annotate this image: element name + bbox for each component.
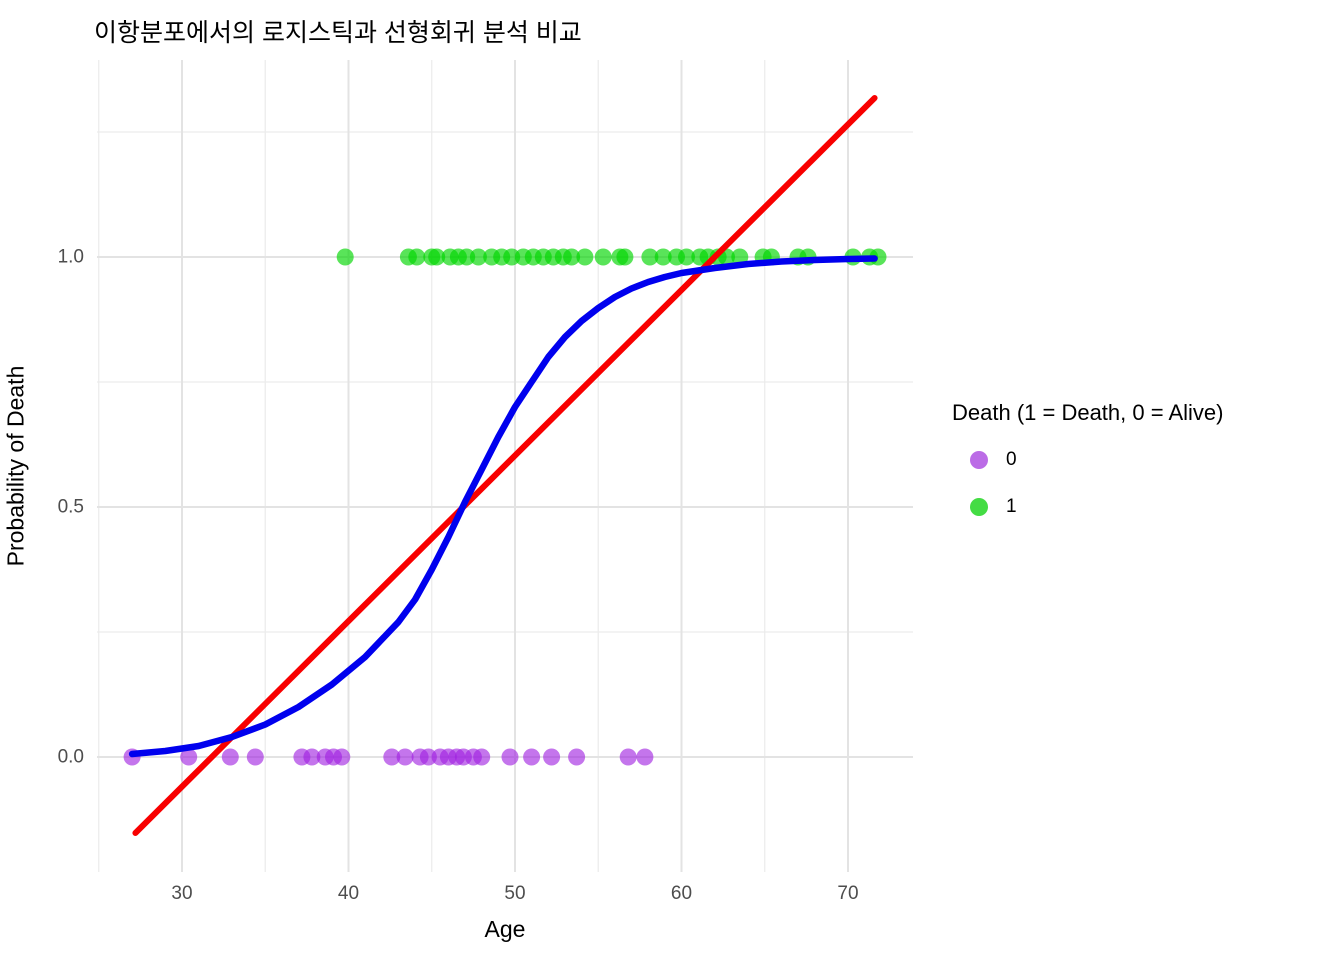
legend-key-death-icon <box>970 498 988 516</box>
y-tick-label: 1.0 <box>57 246 84 268</box>
legend: Death (1 = Death, 0 = Alive) 0 1 <box>952 400 1224 520</box>
legend-item-label: 1 <box>1006 496 1017 517</box>
x-tick-label: 30 <box>171 883 193 904</box>
scatter-point-alive <box>543 748 561 766</box>
scatter-point-death <box>458 248 476 266</box>
scatter-point-alive <box>396 748 414 766</box>
scatter-point-alive <box>246 748 264 766</box>
y-tick-label: 0.5 <box>57 496 84 518</box>
scatter-point-alive <box>568 748 586 766</box>
scatter-point-death <box>428 248 446 266</box>
scatter-point-death <box>616 248 634 266</box>
x-tick-label: 60 <box>670 883 693 904</box>
y-axis-title: Probability of Death <box>2 365 29 567</box>
legend-item-death: 1 <box>952 494 1224 520</box>
x-axis-title: Age <box>484 916 526 942</box>
scatter-point-alive <box>221 748 239 766</box>
linear-regression-line <box>132 95 878 836</box>
legend-item-label: 0 <box>1006 449 1017 470</box>
legend-title: Death (1 = Death, 0 = Alive) <box>952 400 1224 425</box>
scatter-point-death <box>654 248 672 266</box>
scatter-point-death <box>408 248 426 266</box>
scatter-point-death <box>678 248 695 266</box>
scatter-point-alive <box>473 748 491 766</box>
scatter-point-alive <box>501 748 519 766</box>
scatter-point-alive <box>619 748 637 766</box>
y-tick-label: 0.0 <box>57 746 84 768</box>
x-tick-label: 40 <box>337 883 360 904</box>
scatter-point-death <box>336 248 354 266</box>
scatter-point-death <box>469 248 487 266</box>
chart-title: 이항분포에서의 로지스틱과 선형회귀 분석 비교 <box>94 19 582 47</box>
scatter-point-death <box>576 248 594 266</box>
legend-item-alive: 0 <box>952 447 1224 473</box>
scatter-point-alive <box>636 748 654 766</box>
scatter-point-alive <box>523 748 541 766</box>
x-tick-label: 50 <box>504 883 526 904</box>
scatter-point-alive <box>419 748 437 766</box>
scatter-point-alive <box>333 748 351 766</box>
legend-key-alive-icon <box>970 451 988 469</box>
logistic-regression-curve <box>128 255 878 758</box>
scatter-point-alive <box>180 748 198 766</box>
scatter-point-death <box>594 248 612 266</box>
scatter-point-alive <box>303 748 321 766</box>
scatter-point-death <box>563 248 581 266</box>
x-tick-label: 70 <box>837 883 859 904</box>
scatter-point-alive <box>383 748 401 766</box>
scatter-point-death <box>641 248 659 266</box>
